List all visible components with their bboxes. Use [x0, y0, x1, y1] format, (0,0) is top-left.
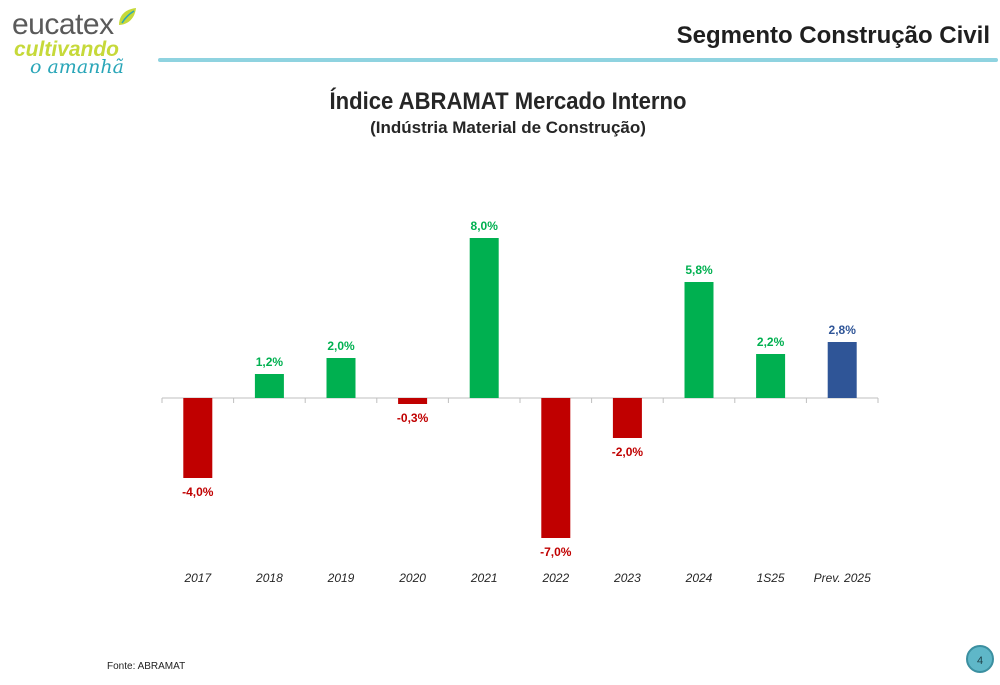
header-divider	[158, 58, 998, 62]
bar-2021	[469, 238, 499, 398]
category-label: 2020	[398, 571, 426, 585]
data-label: -7,0%	[540, 545, 572, 559]
data-label: 2,8%	[829, 323, 857, 337]
logo-brand: eucatex	[12, 8, 114, 41]
chart-title: Índice ABRAMAT Mercado Interno	[329, 88, 687, 115]
bar-2018	[254, 374, 284, 398]
bar-2024	[684, 282, 714, 398]
source-note: Fonte: ABRAMAT	[107, 661, 186, 672]
category-label: 2018	[255, 571, 283, 585]
page-number: 4	[966, 645, 994, 673]
data-label: 2,0%	[327, 339, 355, 353]
category-label: Prev. 2025	[814, 571, 871, 585]
category-label: 2024	[685, 571, 713, 585]
data-label: 5,8%	[685, 263, 713, 277]
category-label: 2021	[470, 571, 498, 585]
data-label: 1,2%	[256, 355, 284, 369]
data-label: -4,0%	[182, 485, 214, 499]
category-label: 1S25	[757, 571, 785, 585]
bar-1s25	[756, 354, 786, 398]
eucatex-logo: eucatex cultivando o amanhã	[12, 6, 142, 78]
bar-2019	[326, 358, 356, 398]
category-label: 2019	[327, 571, 355, 585]
bar-2020	[398, 398, 428, 404]
data-label: -0,3%	[397, 411, 429, 425]
bar-2023	[612, 398, 642, 438]
logo-tagline-2: o amanhã	[30, 56, 124, 78]
category-label: 2022	[541, 571, 569, 585]
data-label: -2,0%	[612, 445, 644, 459]
data-label: 8,0%	[471, 219, 499, 233]
page-title: Segmento Construção Civil	[676, 22, 990, 49]
leaf-icon	[119, 8, 136, 25]
category-label: 2017	[183, 571, 212, 585]
category-label: 2023	[613, 571, 641, 585]
bar-2017	[183, 398, 213, 478]
data-label: 2,2%	[757, 335, 785, 349]
chart-subtitle: (Indústria Material de Construção)	[370, 118, 646, 137]
logo-tagline-1: cultivando	[14, 38, 120, 61]
bar-2022	[541, 398, 571, 538]
bar-prev-2025	[827, 342, 857, 398]
